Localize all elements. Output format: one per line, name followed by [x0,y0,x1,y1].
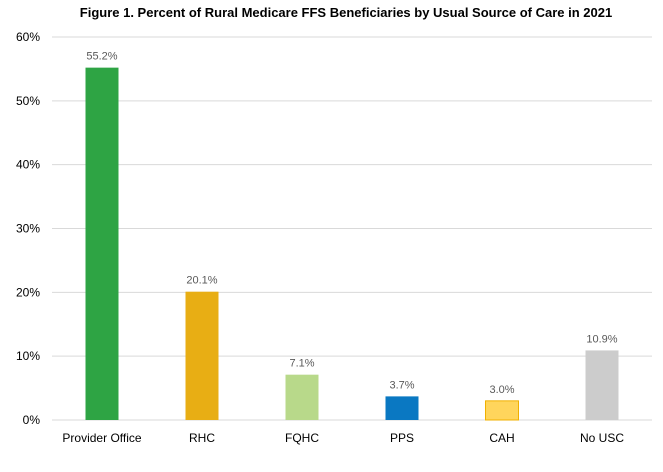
x-tick-label: No USC [580,431,624,445]
x-tick-label: Provider Office [62,431,141,445]
y-tick-label: 50% [16,94,40,108]
bar [385,396,419,420]
data-label: 3.0% [489,384,514,396]
chart-title: Figure 1. Percent of Rural Medicare FFS … [80,5,612,20]
bar [585,350,619,420]
y-tick-label: 30% [16,222,40,236]
x-tick-label: CAH [489,431,514,445]
data-label: 3.7% [389,379,414,391]
x-tick-label: RHC [189,431,215,445]
y-tick-label: 0% [23,413,41,427]
bar [285,374,319,420]
y-tick-label: 20% [16,285,40,299]
bar [85,67,119,420]
data-label: 7.1% [289,358,314,370]
y-tick-label: 40% [16,158,40,172]
y-tick-label: 60% [16,30,40,44]
y-tick-label: 10% [16,349,40,363]
bar [485,400,519,421]
data-label: 10.9% [586,333,617,345]
x-tick-label: PPS [390,431,414,445]
data-label: 55.2% [86,51,117,63]
bar [185,291,219,420]
data-label: 20.1% [186,275,217,287]
x-tick-label: FQHC [285,431,319,445]
